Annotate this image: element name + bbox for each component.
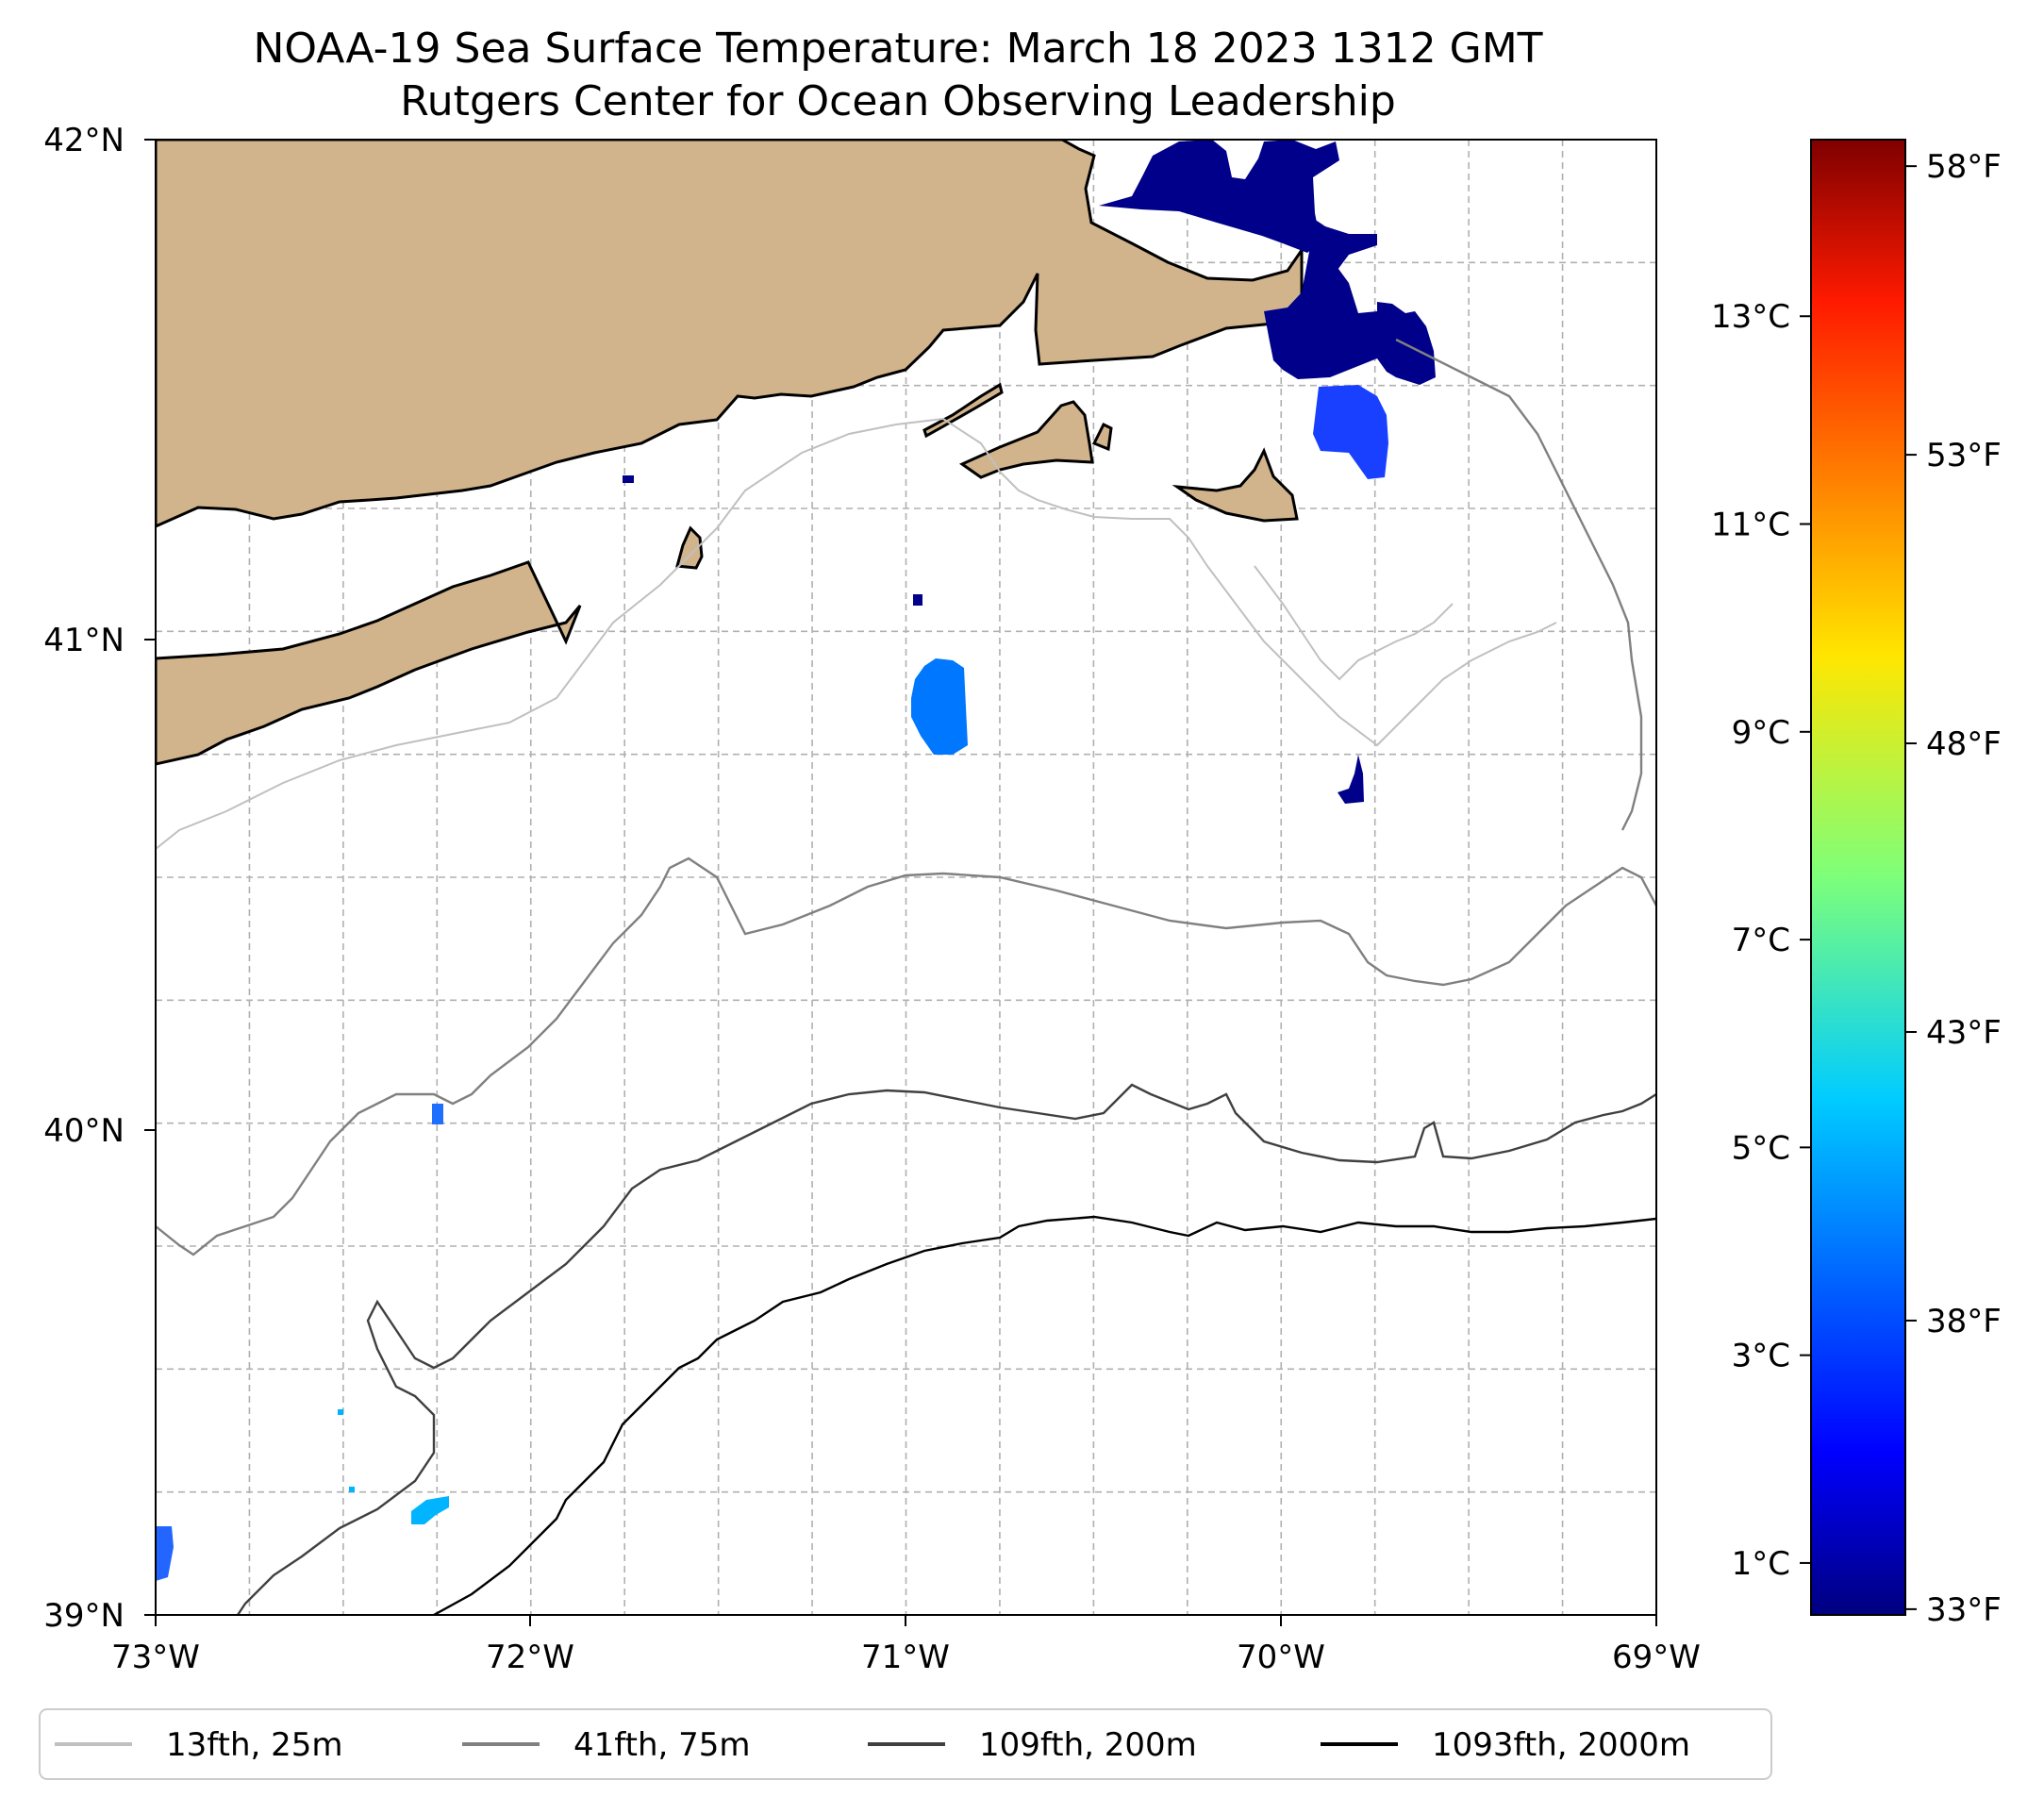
lon-tick-72: 72°W [486,1639,574,1676]
land [156,140,1315,766]
legend-label-75m: 41fth, 75m [573,1726,751,1764]
legend-label-200m: 109fth, 200m [979,1726,1197,1764]
legend: 13fth, 25m 41fth, 75m 109fth, 200m 1093f… [39,1708,1772,1780]
colorbar-fahrenheit-label: 58°F [1926,148,2002,186]
sst-patch-dark-fleck-east [1338,755,1364,804]
sst-patch-outer-cape [1264,226,1436,385]
sst-patch-fleck-3 [623,475,634,483]
map-panel: 42°N 41°N 40°N 39°N 73°W 72°W 71°W 70°W … [43,122,1701,1676]
sst-patch-fleck-1 [338,1409,343,1415]
sst-patch-outer-cape-upper [1302,217,1377,274]
contour-200m [236,1083,1656,1615]
lat-tick-39: 39°N [43,1597,125,1635]
colorbar-fahrenheit-label: 33°F [1926,1591,2002,1629]
contour-25m [156,417,1557,850]
land-nantucket [1172,447,1299,523]
colorbar: 13°C 11°C 9°C 7°C 5°C 3°C 1°C 58°F 53°F 48°F 43°F… [1711,139,2002,1629]
contour-75m [156,857,1656,1256]
land-mainland [156,140,1315,528]
sst-patches [156,140,1436,1581]
colorbar-celsius-label: 13°C [1711,298,1790,336]
colorbar-celsius-label: 1°C [1732,1545,1790,1583]
lat-tick-41: 41°N [43,622,125,659]
land-block-island [675,525,704,570]
sst-patch-southeast-nantucket-sound [1313,385,1388,479]
contour-75m-east [1395,338,1643,831]
lon-tick-73: 73°W [111,1639,200,1676]
lon-tick-70: 70°W [1237,1639,1325,1676]
legend-label-2000m: 1093fth, 2000m [1432,1726,1690,1764]
colorbar-celsius-label: 5°C [1732,1129,1790,1167]
legend-label-25m: 13fth, 25m [166,1726,343,1764]
gridlines [156,140,1656,1615]
sst-patch-south-marthas-vineyard [911,658,968,755]
sst-patch-cape-cod-bay [1099,140,1339,253]
colorbar-fahrenheit-label: 48°F [1926,725,2002,763]
lat-tick-42: 42°N [43,122,125,159]
colorbar-fahrenheit-ticks: 58°F 53°F 48°F 43°F 38°F 33°F [1905,148,2002,1629]
title-line-1: NOAA-19 Sea Surface Temperature: March 1… [253,25,1542,73]
bathymetry-contours [156,338,1656,1615]
land-marthas-vineyard [958,400,1094,479]
lon-tick-71: 71°W [861,1639,950,1676]
sst-patch-shelf-39n [411,1496,449,1524]
title-line-2: Rutgers Center for Ocean Observing Leade… [400,77,1396,125]
sst-patch-small-dark [913,594,922,606]
contour-2000m [433,1215,1656,1615]
colorbar-fahrenheit-label: 43°F [1926,1014,2002,1052]
colorbar-fahrenheit-label: 53°F [1926,437,2002,474]
land-elizabeth-islands [922,382,1004,439]
lat-tick-40: 40°N [43,1112,125,1150]
colorbar-celsius-ticks: 13°C 11°C 9°C 7°C 5°C 3°C 1°C [1711,298,1811,1583]
colorbar-fahrenheit-label: 38°F [1926,1303,2002,1340]
colorbar-celsius-label: 9°C [1732,714,1790,752]
land-long-island [156,560,582,766]
sst-patch-fleck-2 [349,1487,355,1492]
colorbar-celsius-label: 3°C [1732,1338,1790,1375]
land-cuttyhunk [1091,422,1113,452]
axis-ticks [144,139,1657,1626]
lon-tick-69: 69°W [1612,1639,1701,1676]
sst-patch-shelf-40n [432,1104,443,1124]
colorbar-celsius-label: 11°C [1711,507,1790,544]
contour-25m-inner [1254,565,1454,681]
colorbar-gradient [1810,139,1906,1616]
colorbar-celsius-label: 7°C [1732,922,1790,959]
sst-patch-southwest-corner [156,1526,174,1581]
